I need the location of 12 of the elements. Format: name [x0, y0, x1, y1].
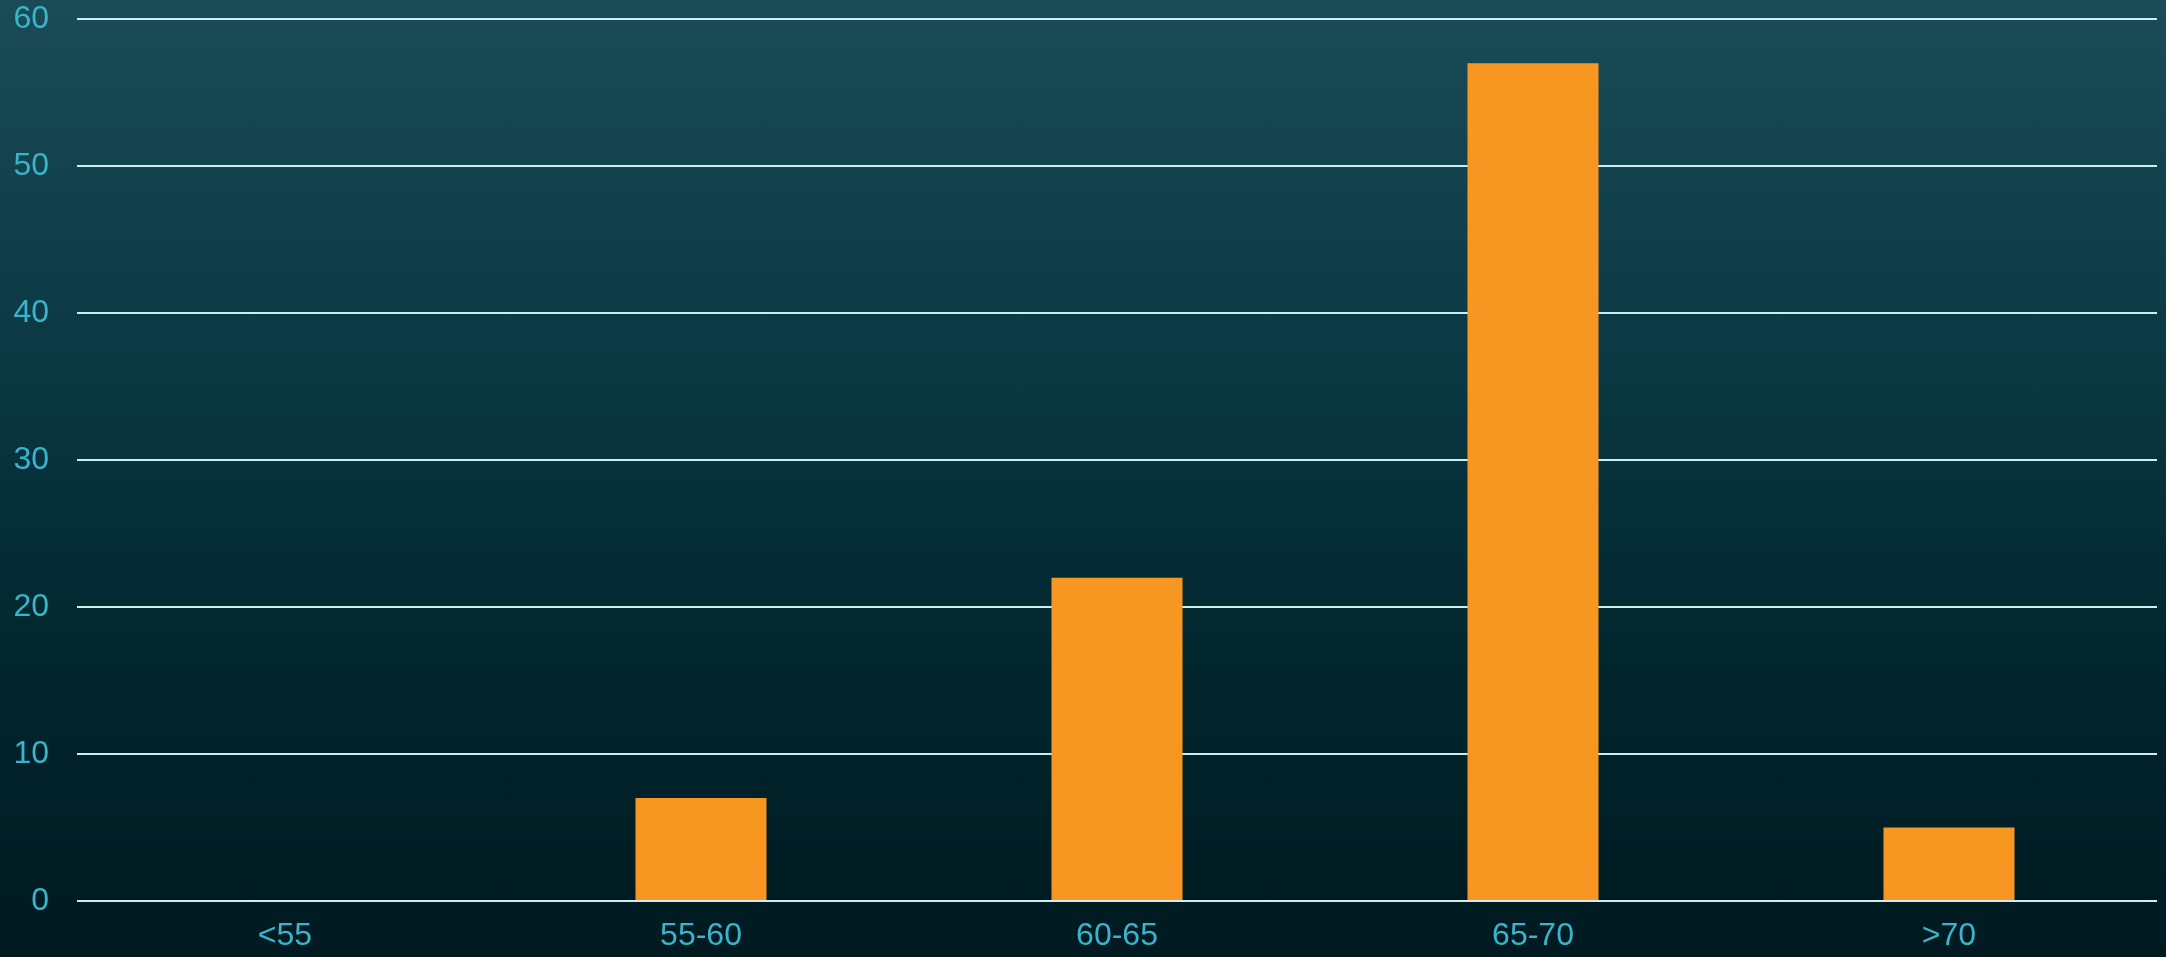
x-tick-label: 65-70	[1492, 916, 1574, 953]
y-tick-label: 0	[31, 880, 49, 917]
x-tick-label: <55	[257, 916, 313, 953]
x-tick-label: >70	[1921, 916, 1977, 953]
y-tick-label: 30	[13, 439, 49, 476]
x-tick-label: 55-60	[660, 916, 742, 953]
y-tick-label: 40	[13, 292, 49, 329]
y-tick-label: 10	[13, 733, 49, 770]
x-tick-label: 60-65	[1076, 916, 1158, 953]
y-tick-label: 20	[13, 586, 49, 623]
y-tick-label: 60	[13, 0, 49, 36]
y-tick-label: 50	[13, 145, 49, 182]
